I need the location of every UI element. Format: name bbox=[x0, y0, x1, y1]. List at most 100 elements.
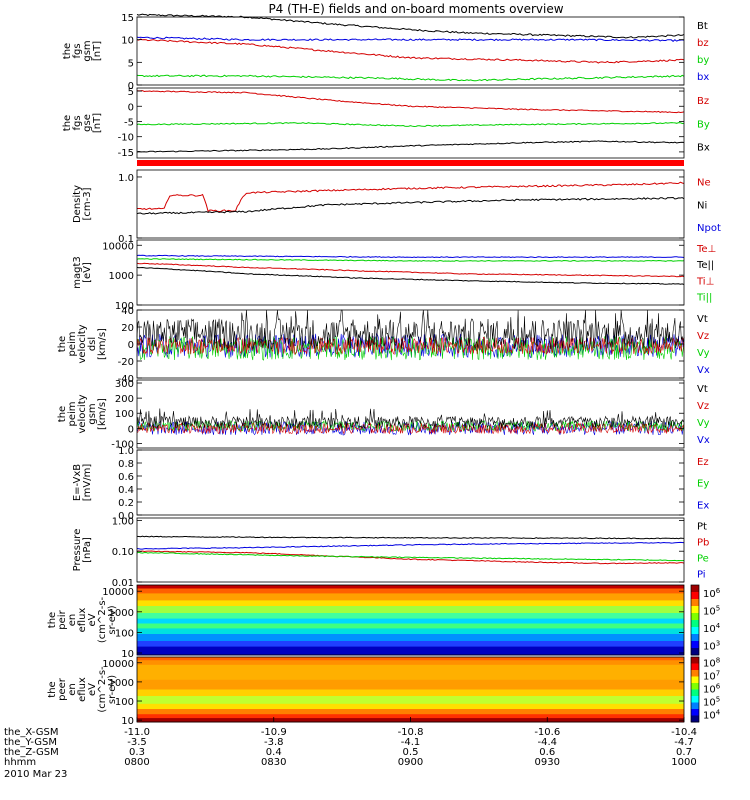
y-tick-label: 40 bbox=[121, 306, 134, 317]
y-tick-label: 300 bbox=[115, 379, 134, 390]
y-tick-label: 15 bbox=[121, 13, 134, 24]
date-label: 2010 Mar 23 bbox=[4, 769, 67, 780]
y-tick-label: 200 bbox=[115, 394, 134, 405]
heatmap-band bbox=[137, 660, 684, 666]
heatmap-band bbox=[137, 585, 684, 589]
x-row-label: the_X-GSM bbox=[4, 727, 58, 738]
y-axis-label: E=-VxB [mV/m] bbox=[72, 464, 93, 502]
legend-entry: Te⊥ bbox=[696, 244, 716, 255]
y-axis-label: the peir en eflux eV (cm^2-s-sr-eV) bbox=[47, 596, 118, 643]
heatmap-band bbox=[137, 679, 684, 690]
legend-entry: Vz bbox=[697, 401, 709, 412]
panel-fgs2: -15 -10 -5 0 5 the fgs gse [nT] Bz By Bx bbox=[62, 87, 710, 159]
y-tick-label: 10 bbox=[121, 716, 134, 727]
legend-entry: Vx bbox=[697, 365, 710, 376]
heatmap-band bbox=[137, 689, 684, 697]
series-red bbox=[136, 336, 685, 356]
y-axis-label-line: [nT] bbox=[92, 41, 103, 61]
colorbar-segment bbox=[691, 599, 699, 607]
y-tick-label: 0.2 bbox=[118, 498, 134, 509]
series-te bbox=[136, 266, 685, 285]
x-row-value: -3.5 bbox=[127, 737, 147, 748]
x-row-value: -10.9 bbox=[261, 727, 287, 738]
colorbar-tick-label: 104 bbox=[703, 709, 721, 722]
series-pb bbox=[136, 550, 685, 565]
x-row-value: -11.0 bbox=[124, 727, 150, 738]
colorbar-segment bbox=[691, 709, 699, 716]
x-row-value: -4.4 bbox=[537, 737, 557, 748]
x-row-value: -3.8 bbox=[264, 737, 284, 748]
y-axis-label-line: [cm-3] bbox=[82, 187, 93, 220]
y-axis-label-line: fgs bbox=[72, 115, 83, 130]
y-axis-label-line: the bbox=[57, 336, 68, 352]
y-tick-label: 10 bbox=[121, 36, 134, 47]
colorbar-segment bbox=[691, 689, 699, 697]
colorbar-tick-label: 105 bbox=[703, 604, 720, 617]
y-axis-label-line: dsl bbox=[87, 337, 98, 351]
heatmap-band bbox=[137, 593, 684, 601]
heatmap-band bbox=[137, 634, 684, 642]
legend-entry: Bz bbox=[697, 96, 709, 107]
series-blue bbox=[136, 333, 685, 359]
y-axis-label: magt3 [eV] bbox=[72, 256, 93, 289]
x-axis-labels: the_X-GSM -11.0 -10.9 -10.8 -10.6 -10.4 the_Y-… bbox=[4, 717, 697, 780]
y-tick-label: -100 bbox=[111, 439, 134, 450]
panel-frame bbox=[136, 16, 685, 86]
y-tick-label: 0.10 bbox=[112, 547, 134, 558]
y-tick-label: 100 bbox=[115, 697, 134, 708]
x-row-value: -10.8 bbox=[398, 727, 424, 738]
heatmap-band bbox=[137, 646, 684, 656]
y-tick-label: 0 bbox=[128, 424, 134, 435]
panel-frame bbox=[136, 584, 685, 656]
heatmap-band bbox=[137, 600, 684, 607]
y-axis-label: the peer en eflux eV (cm^2-s-sr-eV) bbox=[47, 666, 118, 713]
colorbar-tick-label: 104 bbox=[703, 622, 721, 635]
y-tick-label: 10 bbox=[121, 649, 134, 660]
y-axis-label-line: magt3 bbox=[72, 256, 83, 289]
y-axis-label: the peim velocity gsm [km/s] bbox=[57, 394, 108, 433]
colorbar-tick-label: 108 bbox=[703, 657, 720, 670]
y-axis-label-line: Density bbox=[72, 185, 83, 223]
y-axis-label: Density [cm-3] bbox=[72, 185, 93, 223]
y-axis-label-line: gsm bbox=[82, 40, 93, 61]
legend-entry: Pt bbox=[697, 522, 707, 533]
separator-bar bbox=[137, 160, 684, 166]
colorbar-segment bbox=[691, 676, 699, 684]
y-axis-label-line: eV bbox=[87, 613, 98, 626]
series-ti bbox=[136, 254, 685, 259]
y-axis-label-line: Pressure bbox=[72, 529, 83, 572]
series-pt bbox=[136, 535, 685, 540]
legend-entry: by bbox=[697, 55, 709, 66]
colorbar-spec_ion: 103 104 105 106 bbox=[690, 584, 721, 656]
y-axis-label-line: sr-eV) bbox=[107, 675, 118, 704]
heatmap-band bbox=[137, 714, 684, 719]
y-axis-label: the fgs gsm [nT] bbox=[62, 40, 103, 61]
y-axis-label-line: the bbox=[62, 115, 73, 131]
y-tick-label: -15 bbox=[118, 148, 134, 159]
colorbar-tick-label: 105 bbox=[703, 696, 720, 709]
panel-frame bbox=[136, 239, 685, 306]
panel-frame bbox=[136, 87, 685, 159]
x-row-value: -10.6 bbox=[534, 727, 560, 738]
legend-entry: Ez bbox=[697, 457, 709, 468]
panel-density: 0.1 1.0 Density [cm-3] Ne Ni Npot bbox=[72, 169, 721, 245]
y-tick-label: 0.1 bbox=[118, 234, 134, 245]
x-row-value: 0830 bbox=[261, 757, 286, 768]
panel-vel2: -100 0 100 200 300 the peim velocity gsm [km/s] Vt… bbox=[57, 379, 710, 450]
y-axis-label-line: velocity bbox=[77, 394, 88, 433]
series-bz bbox=[136, 38, 685, 64]
colorbar-tick-label: 103 bbox=[703, 639, 720, 652]
colorbar-tick-label: 106 bbox=[703, 587, 721, 600]
heatmap-band bbox=[137, 664, 684, 681]
y-axis-label-line: [nT] bbox=[92, 113, 103, 133]
legend-entry: Vt bbox=[697, 384, 708, 395]
legend-entry: bx bbox=[697, 72, 709, 83]
y-tick-label: 5 bbox=[128, 58, 134, 69]
x-row-value: 0.4 bbox=[266, 747, 282, 758]
colorbar-segment bbox=[691, 585, 699, 593]
y-axis-label: Pressure [nPa] bbox=[72, 529, 93, 572]
y-axis-label-line: [km/s] bbox=[97, 398, 108, 430]
legend-entry: Bx bbox=[697, 143, 710, 154]
